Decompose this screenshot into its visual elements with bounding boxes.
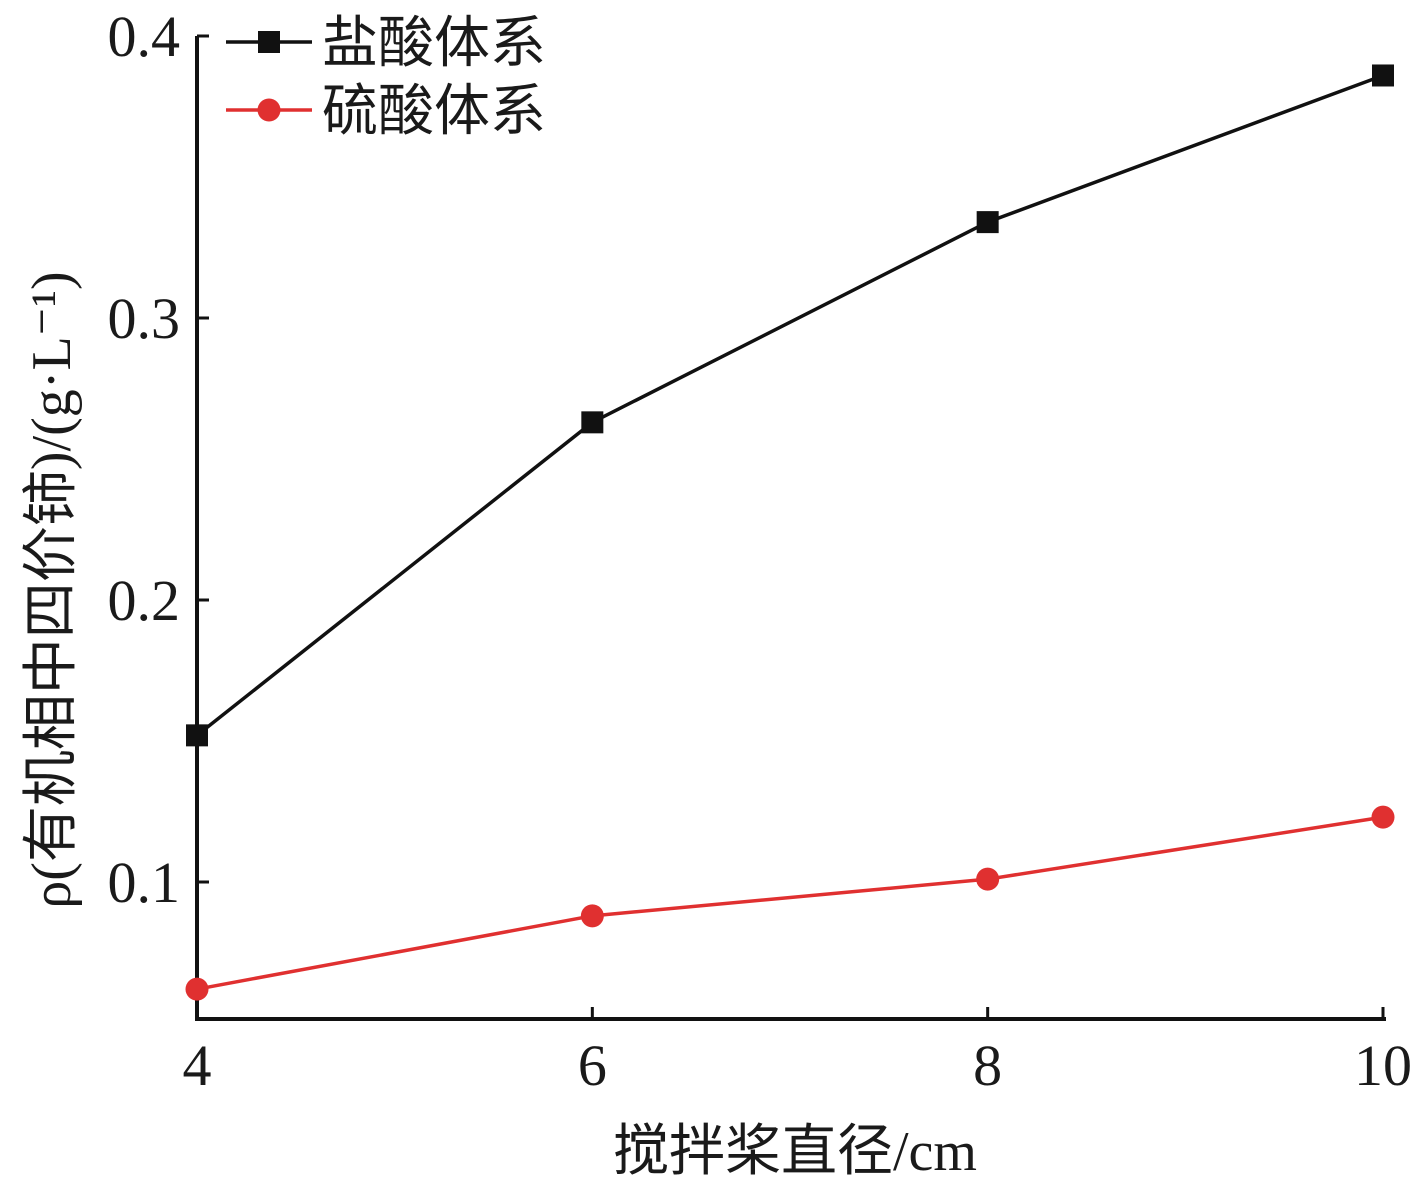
y-tick-label: 0.4: [108, 4, 181, 69]
series-1: [186, 64, 1394, 747]
data-point: [185, 977, 209, 1001]
x-axis-title: 搅拌桨直径/cm: [613, 1121, 977, 1181]
y-tick-label: 0.3: [108, 286, 181, 351]
x-tick-label: 8: [973, 1033, 1002, 1098]
legend-marker: [258, 31, 280, 53]
ticks: 4 6 8 10 0.1 0.2 0.3 0.4: [108, 4, 1413, 1098]
series-layer: [185, 64, 1395, 1001]
data-point: [976, 867, 1000, 891]
series-line: [195, 73, 1384, 737]
x-tick-label: 6: [578, 1033, 607, 1098]
series-2: [185, 805, 1395, 1001]
y-tick-label: 0.1: [108, 850, 181, 915]
data-point: [1371, 805, 1395, 829]
axes: [195, 36, 1386, 1021]
y-tick-label: 0.2: [108, 568, 181, 633]
data-point: [976, 211, 999, 234]
legend-label: 硫酸体系: [322, 81, 546, 143]
y-axis-title: ρ(有机相中四价铈)/(g·L⁻¹): [21, 271, 83, 908]
series-line: [196, 815, 1384, 991]
data-point: [1372, 64, 1394, 87]
data-point: [186, 724, 208, 747]
data-point: [580, 904, 604, 928]
x-tick-label: 10: [1354, 1033, 1412, 1098]
x-tick-label: 4: [183, 1033, 212, 1098]
data-point: [581, 411, 604, 434]
legend-label: 盐酸体系: [322, 13, 546, 75]
legend-marker: [257, 98, 281, 122]
